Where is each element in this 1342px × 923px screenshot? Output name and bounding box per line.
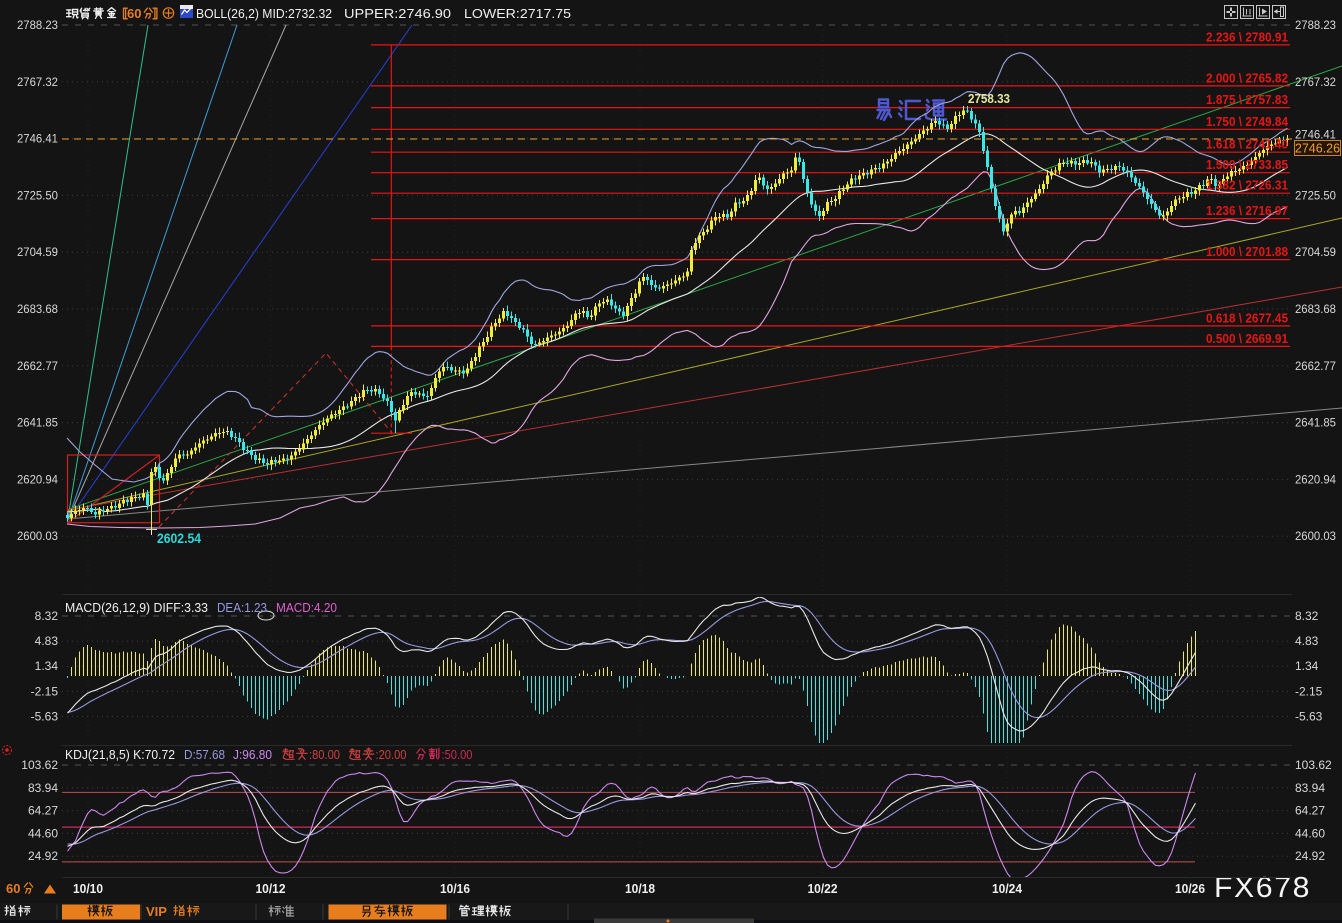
- svg-text:8.32: 8.32: [1295, 609, 1319, 623]
- svg-text::80.00: :80.00: [309, 747, 340, 762]
- svg-text:4.83: 4.83: [35, 634, 59, 648]
- svg-text:2788.23: 2788.23: [1295, 18, 1336, 32]
- svg-text:24.92: 24.92: [1295, 849, 1325, 863]
- svg-text:UPPER:2746.90: UPPER:2746.90: [344, 6, 451, 21]
- svg-text:2.236 \ 2780.91: 2.236 \ 2780.91: [1206, 29, 1288, 44]
- svg-text:MACD:4.20: MACD:4.20: [276, 600, 337, 615]
- svg-text:103.62: 103.62: [1295, 758, 1332, 772]
- svg-text:10/24: 10/24: [992, 881, 1023, 896]
- svg-text:10/22: 10/22: [808, 881, 838, 896]
- svg-text:2746.41: 2746.41: [1295, 128, 1336, 142]
- svg-text:10/18: 10/18: [625, 881, 655, 896]
- svg-text:2683.68: 2683.68: [1295, 302, 1336, 316]
- svg-text:1.500 \ 2733.85: 1.500 \ 2733.85: [1206, 157, 1288, 172]
- svg-text:2767.32: 2767.32: [17, 75, 58, 89]
- svg-text:8.32: 8.32: [35, 609, 59, 623]
- svg-text:10/10: 10/10: [73, 881, 103, 896]
- svg-text:-2.15: -2.15: [31, 684, 59, 698]
- svg-text:2641.85: 2641.85: [17, 416, 58, 430]
- svg-text:VIP: VIP: [146, 904, 167, 919]
- svg-text:-2.15: -2.15: [1295, 684, 1323, 698]
- svg-text:1.875 \ 2757.83: 1.875 \ 2757.83: [1206, 92, 1288, 107]
- svg-text:64.27: 64.27: [1295, 804, 1325, 818]
- svg-text::20.00: :20.00: [376, 747, 407, 762]
- svg-text:83.94: 83.94: [28, 781, 58, 795]
- svg-text:MACD(26,12,9) DIFF:3.33: MACD(26,12,9) DIFF:3.33: [65, 600, 208, 615]
- svg-text:2641.85: 2641.85: [1295, 416, 1336, 430]
- svg-text:1.750 \ 2749.84: 1.750 \ 2749.84: [1206, 114, 1289, 129]
- svg-text:KDJ(21,8,5) K:70.72: KDJ(21,8,5) K:70.72: [65, 747, 175, 762]
- svg-text:1.618 \ 2741.40: 1.618 \ 2741.40: [1206, 137, 1288, 152]
- svg-text:2620.94: 2620.94: [1295, 472, 1336, 486]
- svg-text:2788.23: 2788.23: [17, 18, 58, 32]
- svg-text:10/12: 10/12: [256, 881, 286, 896]
- svg-text:64.27: 64.27: [28, 804, 58, 818]
- svg-text:10/26: 10/26: [1175, 881, 1205, 896]
- svg-text:D:57.68: D:57.68: [184, 747, 225, 762]
- svg-text:0.500 \ 2669.91: 0.500 \ 2669.91: [1206, 331, 1288, 346]
- svg-text:2704.59: 2704.59: [1295, 245, 1336, 259]
- svg-text:2767.32: 2767.32: [1295, 75, 1336, 89]
- svg-text:-5.63: -5.63: [1295, 710, 1323, 724]
- svg-text:2704.59: 2704.59: [17, 245, 58, 259]
- svg-text:0.618 \ 2677.45: 0.618 \ 2677.45: [1206, 310, 1288, 325]
- svg-text:60: 60: [127, 6, 141, 21]
- svg-text:2662.77: 2662.77: [1295, 359, 1336, 373]
- svg-text:BOLL(26,2) MID:2732.32: BOLL(26,2) MID:2732.32: [196, 6, 332, 21]
- svg-text:DEA:1.23: DEA:1.23: [217, 600, 267, 615]
- svg-text:103.62: 103.62: [21, 758, 58, 772]
- svg-text:2683.68: 2683.68: [17, 302, 58, 316]
- svg-text:2725.50: 2725.50: [1295, 188, 1336, 202]
- svg-text:2725.50: 2725.50: [17, 188, 58, 202]
- svg-text:4.83: 4.83: [1295, 634, 1319, 648]
- svg-text:J:96.80: J:96.80: [233, 747, 272, 762]
- svg-text:83.94: 83.94: [1295, 781, 1325, 795]
- svg-text:2600.03: 2600.03: [17, 529, 58, 543]
- svg-text:2620.94: 2620.94: [17, 472, 58, 486]
- svg-text:2758.33: 2758.33: [968, 91, 1010, 106]
- svg-text:2602.54: 2602.54: [157, 530, 201, 546]
- svg-text:10/16: 10/16: [440, 881, 470, 896]
- svg-text:2600.03: 2600.03: [1295, 529, 1336, 543]
- svg-text:24.92: 24.92: [28, 849, 58, 863]
- svg-text:2662.77: 2662.77: [17, 359, 58, 373]
- svg-text:1.236 \ 2716.97: 1.236 \ 2716.97: [1206, 203, 1288, 218]
- svg-text:1.382 \ 2726.31: 1.382 \ 2726.31: [1206, 178, 1288, 193]
- svg-text:2.000 \ 2765.82: 2.000 \ 2765.82: [1206, 70, 1288, 85]
- svg-text:44.60: 44.60: [28, 826, 58, 840]
- svg-text::50.00: :50.00: [442, 747, 473, 762]
- svg-text:1.34: 1.34: [1295, 659, 1319, 673]
- svg-text:1.34: 1.34: [35, 659, 59, 673]
- svg-text:2746.41: 2746.41: [17, 132, 58, 146]
- svg-text:2746.26: 2746.26: [1295, 142, 1340, 156]
- svg-text:FX678: FX678: [1214, 872, 1311, 904]
- svg-text:LOWER:2717.75: LOWER:2717.75: [464, 6, 571, 21]
- svg-text:44.60: 44.60: [1295, 826, 1325, 840]
- svg-text:60: 60: [6, 881, 20, 896]
- svg-text:-5.63: -5.63: [31, 710, 59, 724]
- svg-text:1.000 \ 2701.88: 1.000 \ 2701.88: [1206, 244, 1288, 259]
